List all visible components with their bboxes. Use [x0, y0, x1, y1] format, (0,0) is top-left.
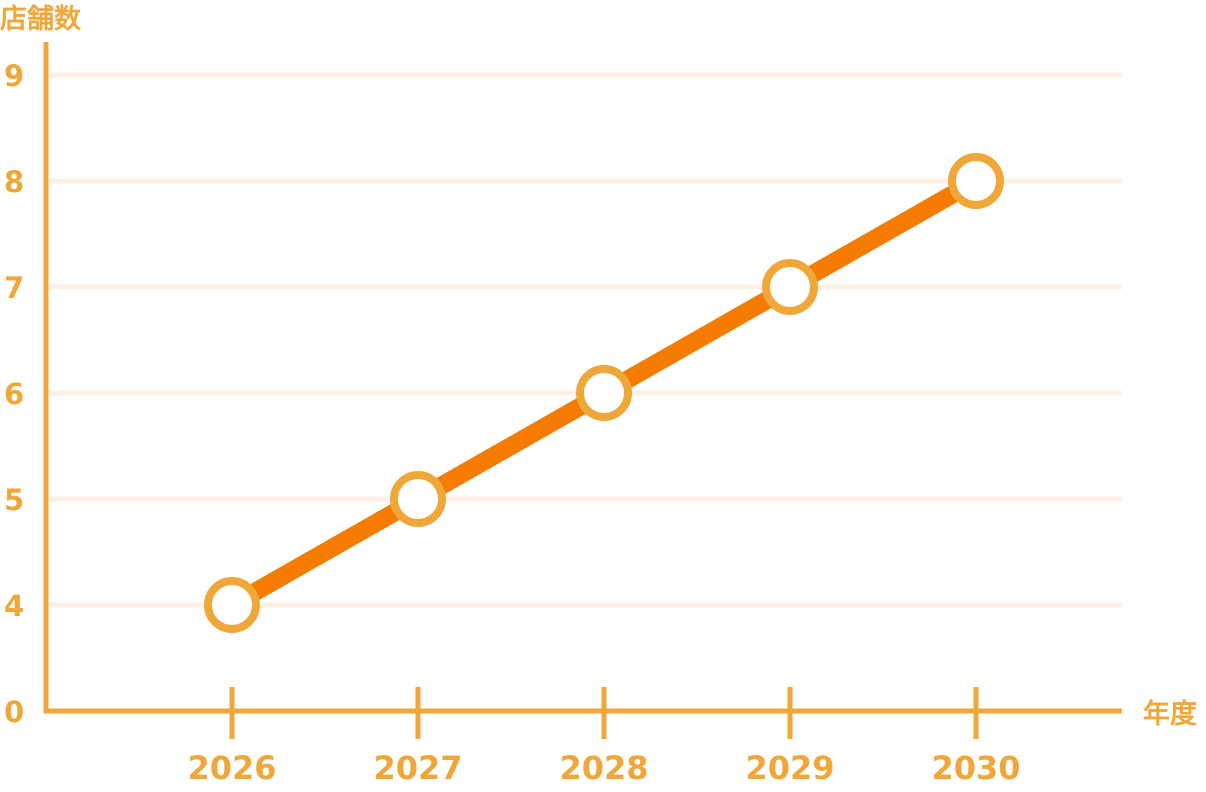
y-tick-label: 8: [4, 165, 24, 199]
x-ticks: 2026 2027 2028 2029 2030: [187, 687, 1021, 787]
y-tick-label: 7: [4, 271, 24, 305]
y-axis-title: 店舗数: [0, 4, 82, 35]
data-point: [576, 365, 632, 421]
data-point: [204, 577, 260, 633]
gridlines: [49, 72, 1122, 608]
data-point: [390, 471, 446, 527]
x-tick-label: 2026: [187, 749, 276, 787]
data-point: [762, 259, 818, 315]
y-tick-label: 6: [4, 377, 24, 411]
data-point: [948, 153, 1004, 209]
y-tick-label: 4: [4, 589, 24, 623]
data-points: [204, 153, 1004, 633]
y-tick-label: 5: [4, 483, 24, 517]
x-tick-label: 2027: [373, 749, 462, 787]
y-tick-labels: 0 4 5 6 7 8 9: [4, 59, 24, 729]
x-tick-label: 2030: [931, 749, 1020, 787]
axes: [43, 42, 1122, 714]
x-tick-label: 2028: [559, 749, 648, 787]
y-tick-label: 9: [4, 59, 24, 93]
y-tick-label: 0: [4, 695, 24, 729]
x-tick-label: 2029: [745, 749, 834, 787]
x-axis-title: 年度: [1143, 698, 1197, 730]
